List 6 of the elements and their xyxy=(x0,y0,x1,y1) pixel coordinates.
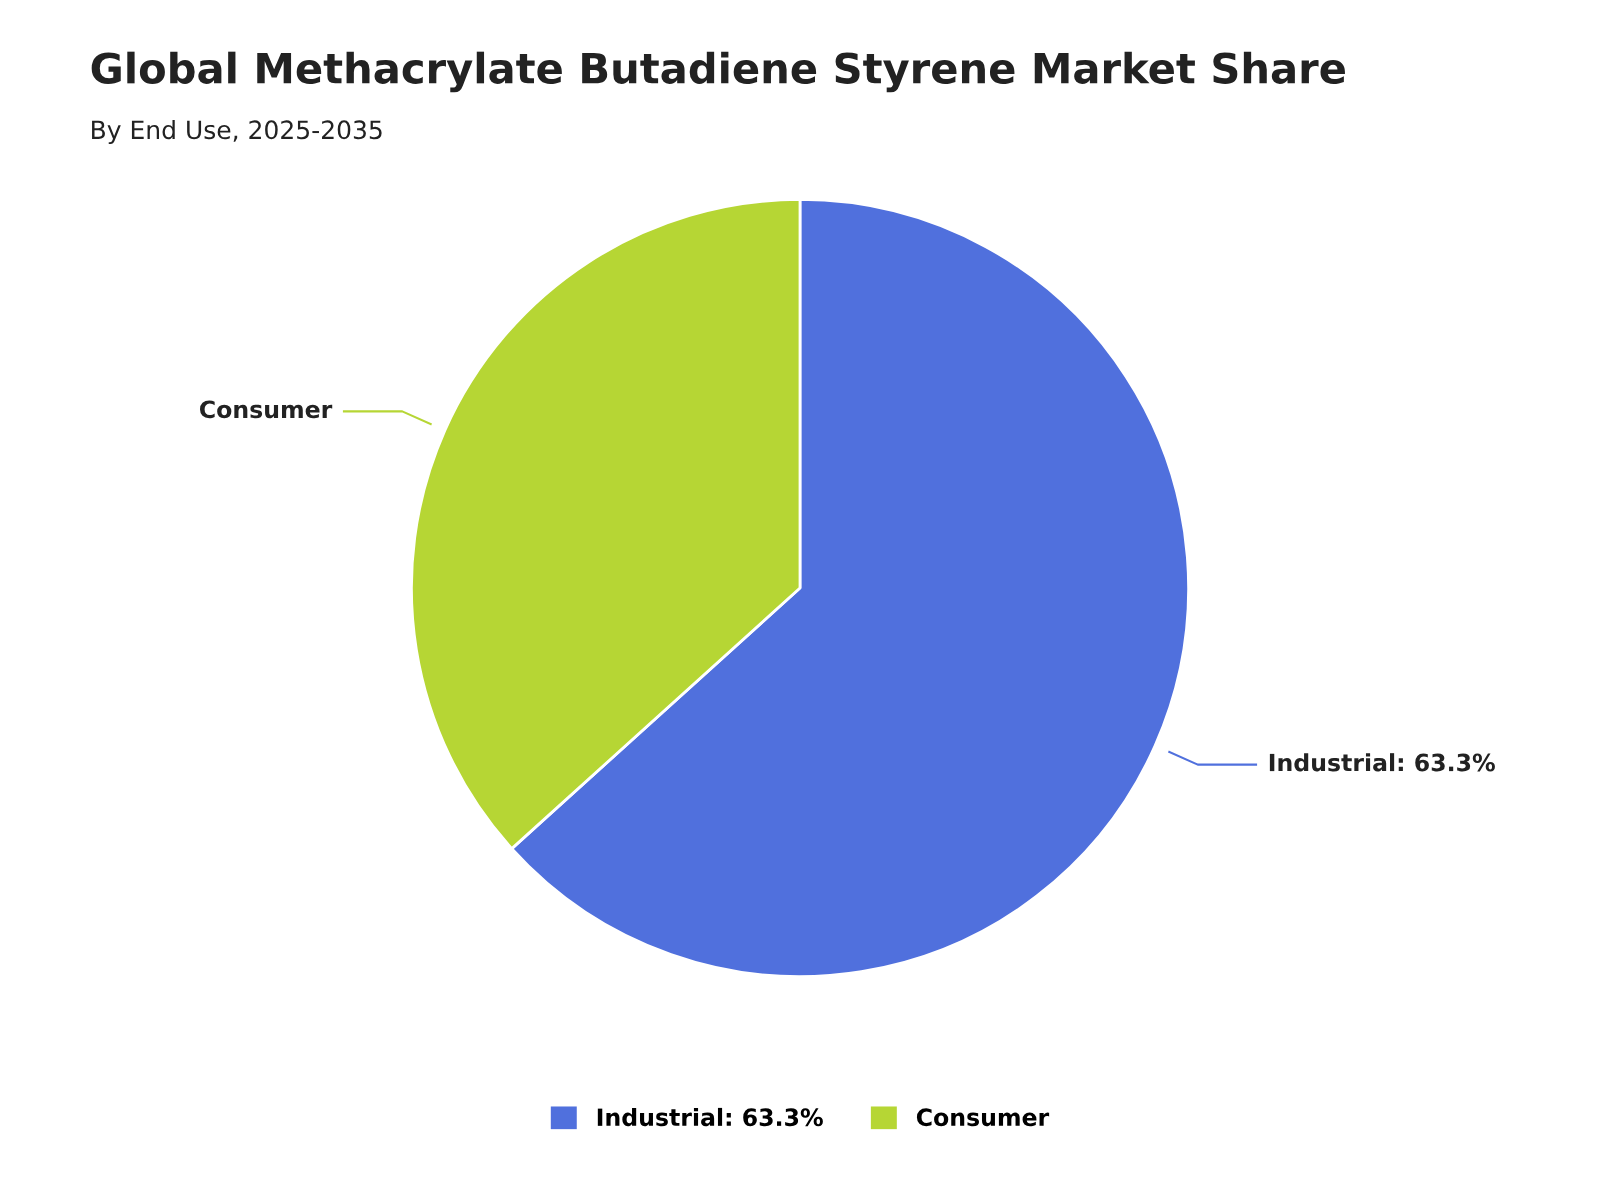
slice-label: Consumer xyxy=(199,400,333,419)
chart-subtitle: By End Use, 2025-2035 xyxy=(92,119,382,145)
chart-title: Global Methacrylate Butadiene Styrene Market Share xyxy=(91,51,1345,93)
legend-label: Consumer xyxy=(916,1108,1050,1127)
legend-label: Industrial: 63.3% xyxy=(597,1107,823,1127)
slice-label: Industrial: 63.3% xyxy=(1269,753,1495,772)
